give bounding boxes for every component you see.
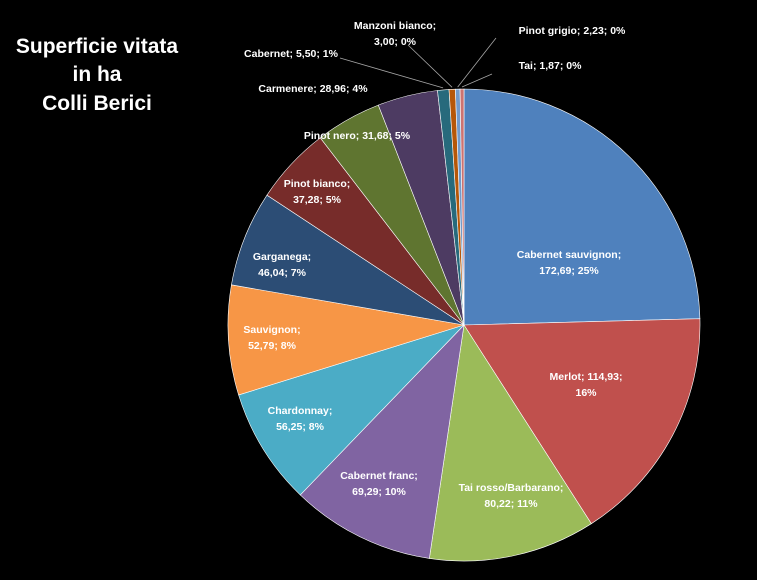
data-label-pinot-grigio: Pinot grigio; 2,23; 0% [519, 25, 626, 37]
chart-title-line-2: in ha [72, 63, 121, 86]
data-label-line: Cabernet franc; [340, 470, 418, 482]
leader-line-tai [461, 73, 493, 88]
pie-slice-chardonnay [238, 324, 465, 496]
data-label-line: Sauvignon; [243, 324, 300, 336]
chart-title-line-3: Colli Berici [42, 92, 152, 115]
data-label-line: 80,22; 11% [484, 498, 538, 510]
data-label-line: 56,25; 8% [276, 421, 325, 433]
pie-slice-tai [459, 88, 465, 326]
data-label-line: Tai rosso/Barbarano; [459, 482, 564, 494]
data-labels: Cabernet sauvignon; 172,69; 25% Merlot; 11… [243, 20, 626, 510]
leader-line-pinot-grigio [457, 37, 497, 88]
data-label-manzoni-bianco: Manzoni bianco; 3,00; 0% [354, 20, 436, 48]
data-label-chardonnay: Chardonnay; 56,25; 8% [268, 405, 333, 433]
data-label-line: Garganega; [253, 251, 311, 263]
data-label-pinot-bianco: Pinot bianco; 37,28; 5% [284, 178, 351, 206]
data-label-line: Pinot grigio; 2,23; 0% [519, 25, 626, 37]
data-label-pinot-nero: Pinot nero; 31,68; 5% [304, 130, 411, 142]
data-label-line: 52,79; 8% [248, 340, 297, 352]
data-label-cabernet-sauvignon: Cabernet sauvignon; 172,69; 25% [517, 249, 621, 277]
pie-slice-sauvignon [227, 284, 465, 396]
data-label-line: 46,04; 7% [258, 267, 307, 279]
data-label-line: 3,00; 0% [374, 36, 417, 48]
data-label-line: Cabernet sauvignon; [517, 249, 621, 261]
data-label-line: Pinot bianco; [284, 178, 351, 190]
data-label-line: Merlot; 114,93; [550, 371, 623, 383]
data-label-tai: Tai; 1,87; 0% [519, 60, 582, 72]
pie-slice-cabernet-franc [299, 324, 465, 559]
data-label-cabernet: Cabernet; 5,50; 1% [244, 48, 339, 60]
data-label-line: 69,29; 10% [352, 486, 406, 498]
data-label-line: Chardonnay; [268, 405, 333, 417]
pie-slice-cabernet-sauvignon [463, 88, 701, 326]
data-label-line: 16% [575, 387, 597, 399]
data-label-line: Manzoni bianco; [354, 20, 436, 32]
data-label-sauvignon: Sauvignon; 52,79; 8% [243, 324, 300, 352]
data-label-cabernet-franc: Cabernet franc; 69,29; 10% [340, 470, 418, 498]
pie-slices [227, 88, 701, 562]
data-label-merlot: Merlot; 114,93; 16% [550, 371, 623, 399]
chart-title: Superficie vitata in ha Colli Berici [16, 35, 179, 115]
data-label-line: Cabernet; 5,50; 1% [244, 48, 339, 60]
leader-lines [339, 37, 497, 89]
data-label-garganega: Garganega; 46,04; 7% [253, 251, 311, 279]
data-label-line: Pinot nero; 31,68; 5% [304, 130, 411, 142]
leader-line-cabernet [339, 57, 444, 89]
data-label-line: Carmenere; 28,96; 4% [258, 83, 368, 95]
pie-slice-merlot [463, 318, 701, 525]
data-label-tai-rosso-barbarano: Tai rosso/Barbarano; 80,22; 11% [459, 482, 564, 510]
data-label-line: 37,28; 5% [293, 194, 342, 206]
data-label-line: Tai; 1,87; 0% [519, 60, 582, 72]
data-label-carmenere: Carmenere; 28,96; 4% [258, 83, 368, 95]
leader-line-manzoni-bianco [407, 44, 453, 88]
data-label-line: 172,69; 25% [539, 265, 599, 277]
pie-slice-tai-rosso-barbarano [429, 324, 592, 562]
chart-title-line-1: Superficie vitata [16, 35, 179, 58]
